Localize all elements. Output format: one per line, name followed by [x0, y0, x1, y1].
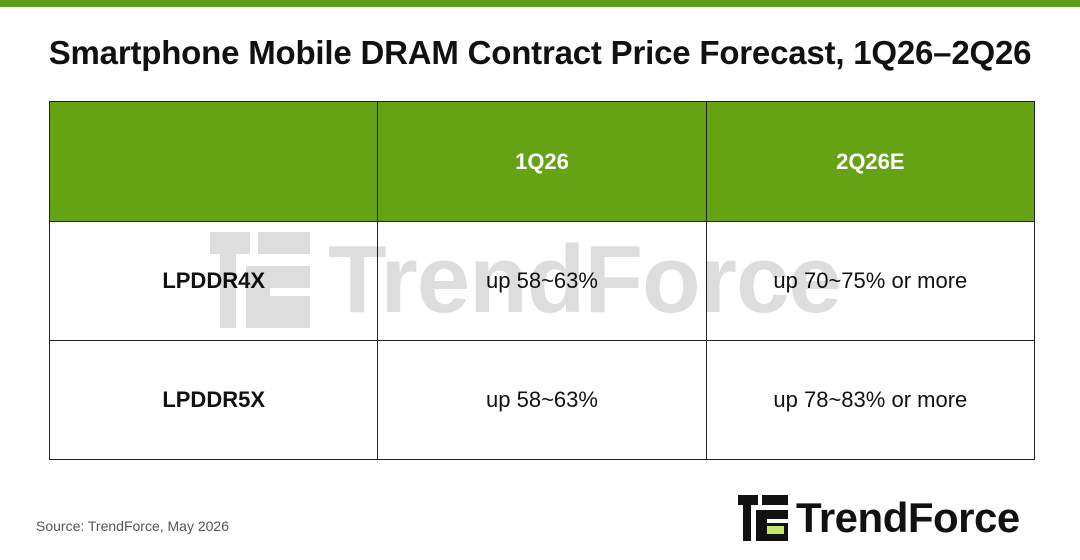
- row-label-lpddr5x: LPDDR5X: [48, 340, 379, 460]
- cell-lpddr4x-1q26: up 58~63%: [377, 221, 707, 341]
- row-label-lpddr4x: LPDDR4X: [48, 221, 379, 341]
- cell-lpddr4x-2q26e: up 70~75% or more: [705, 221, 1036, 341]
- page-title: Smartphone Mobile DRAM Contract Price Fo…: [48, 34, 1032, 71]
- forecast-table: 1Q26 2Q26E LPDDR4X up 58~63% up 70~75% o…: [48, 101, 1036, 460]
- cell-lpddr5x-2q26e: up 78~83% or more: [705, 340, 1036, 460]
- column-header-2q26e: 2Q26E: [705, 101, 1036, 222]
- trendforce-logo: TrendForce: [738, 493, 1020, 543]
- column-header-empty: [48, 101, 379, 222]
- column-header-1q26: 1Q26: [377, 101, 707, 222]
- table-row: LPDDR4X up 58~63% up 70~75% or more: [48, 221, 1036, 341]
- trendforce-logo-icon: [738, 495, 788, 541]
- table-header-row: 1Q26 2Q26E: [48, 101, 1036, 222]
- forecast-table-container: 1Q26 2Q26E LPDDR4X up 58~63% up 70~75% o…: [48, 101, 1036, 460]
- logo-text: TrendForce: [796, 494, 1020, 541]
- source-note: Source: TrendForce, May 2026: [36, 518, 229, 534]
- table-row: LPDDR5X up 58~63% up 78~83% or more: [48, 340, 1036, 460]
- top-accent-bar: [0, 0, 1080, 7]
- cell-lpddr5x-1q26: up 58~63%: [377, 340, 707, 460]
